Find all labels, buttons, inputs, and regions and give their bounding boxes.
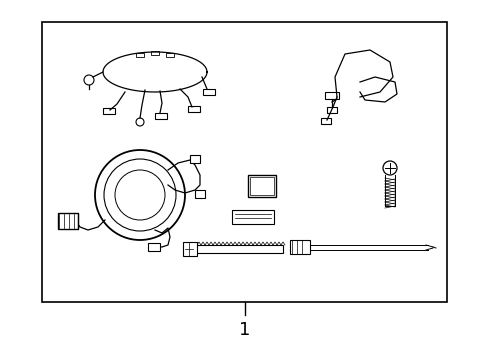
Circle shape <box>136 118 143 126</box>
Bar <box>103 108 115 114</box>
Bar <box>249 177 273 195</box>
Bar <box>42 22 446 302</box>
Bar <box>165 53 174 57</box>
Circle shape <box>115 170 164 220</box>
Bar <box>151 51 159 55</box>
Bar <box>190 155 200 163</box>
Bar <box>325 92 338 99</box>
Bar <box>136 53 143 57</box>
Bar <box>58 213 78 229</box>
Circle shape <box>382 161 396 175</box>
Bar <box>195 245 283 253</box>
Circle shape <box>84 75 94 85</box>
Circle shape <box>95 150 184 240</box>
Bar <box>203 89 215 95</box>
Bar <box>320 118 330 124</box>
Bar <box>155 113 167 119</box>
Bar <box>289 240 309 254</box>
Bar <box>195 190 204 198</box>
Text: 1: 1 <box>239 321 250 339</box>
Bar <box>231 210 273 224</box>
Bar <box>148 243 160 251</box>
Bar <box>326 107 336 113</box>
Bar <box>183 242 197 256</box>
Circle shape <box>104 159 176 231</box>
Bar <box>187 106 200 112</box>
Bar <box>247 175 275 197</box>
